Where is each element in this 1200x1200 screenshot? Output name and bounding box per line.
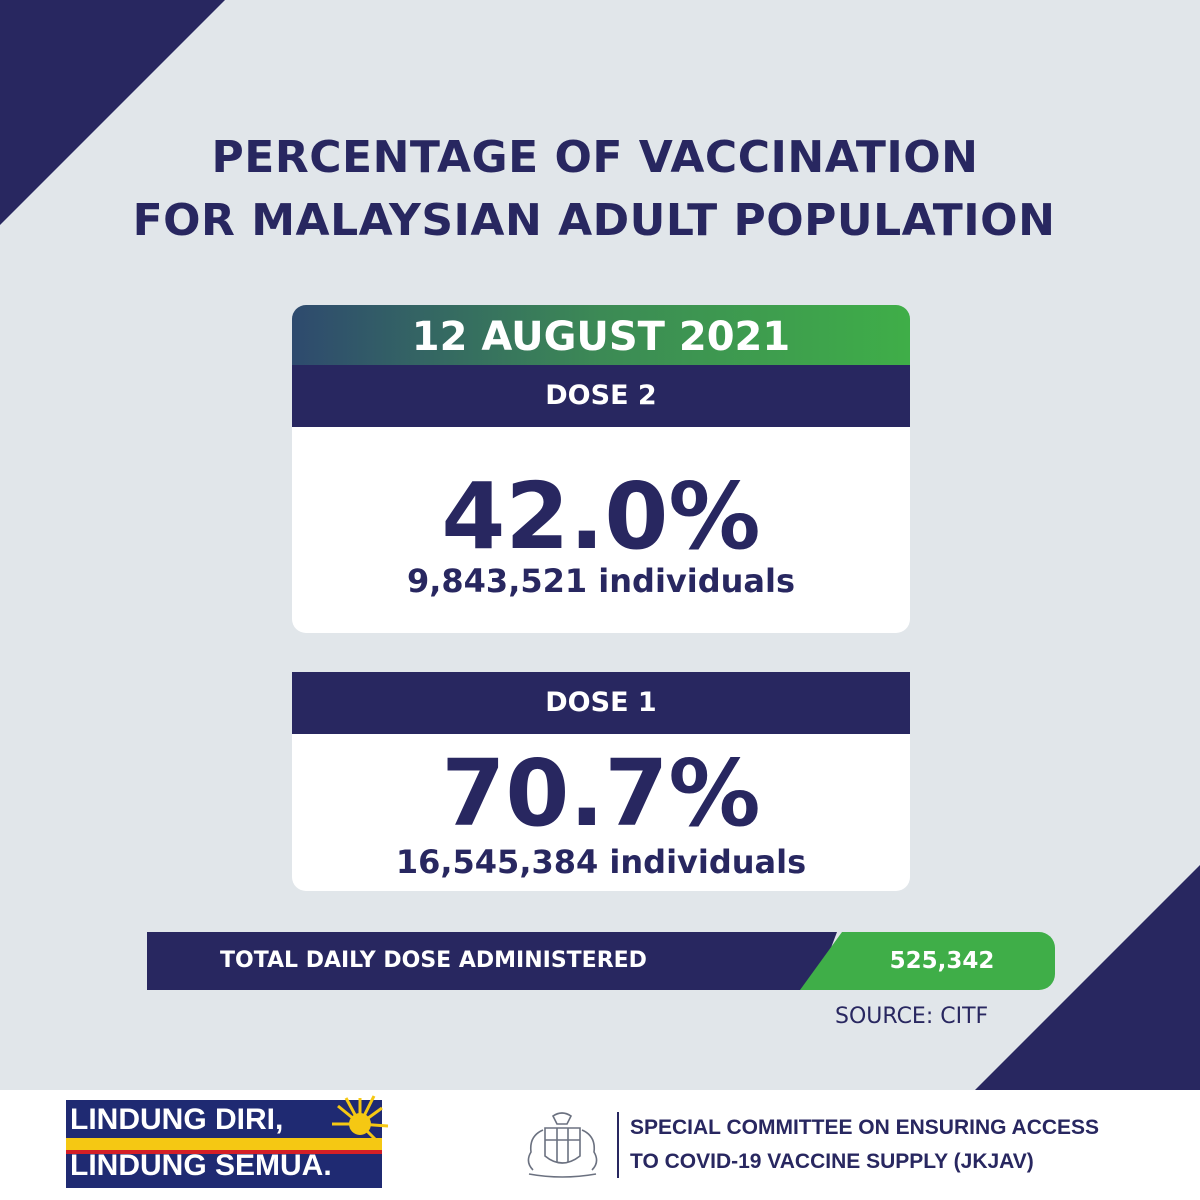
slogan-line-1: LINDUNG DIRI, — [70, 1103, 284, 1136]
dose1-card: 70.7% 16,545,384 individuals — [292, 734, 910, 891]
title-line-2: FOR MALAYSIAN ADULT POPULATION — [132, 195, 1056, 246]
dose2-individuals: 9,843,521 individuals — [406, 562, 796, 600]
title-line-1: PERCENTAGE OF VACCINATION — [211, 132, 979, 183]
source-note: SOURCE: CITF — [835, 1004, 989, 1029]
dose1-percent: 70.7% — [441, 740, 761, 847]
date-banner: 12 AUGUST 2021 — [292, 305, 910, 365]
dose2-percent: 42.0% — [441, 463, 761, 570]
coat-of-arms-icon — [527, 1112, 598, 1178]
total-bar — [147, 932, 837, 990]
slogan-line-2: LINDUNG SEMUA. — [70, 1149, 332, 1182]
footer-divider — [617, 1112, 619, 1178]
committee-line-1: SPECIAL COMMITTEE ON ENSURING ACCESS — [630, 1116, 1100, 1139]
dose2-card: 42.0% 9,843,521 individuals — [292, 427, 910, 633]
committee-line-2: TO COVID-19 VACCINE SUPPLY (JKJAV) — [630, 1150, 1034, 1173]
dose2-header: DOSE 2 — [292, 365, 910, 427]
sun-icon — [332, 1095, 389, 1146]
dose1-individuals: 16,545,384 individuals — [395, 843, 807, 881]
slogan-logo: LINDUNG DIRI, LINDUNG SEMUA. — [66, 1100, 382, 1188]
dose1-header: DOSE 1 — [292, 672, 910, 734]
total-label: TOTAL DAILY DOSE ADMINISTERED — [220, 948, 647, 973]
total-value: 525,342 — [889, 948, 995, 974]
total-value-box — [800, 932, 1055, 990]
